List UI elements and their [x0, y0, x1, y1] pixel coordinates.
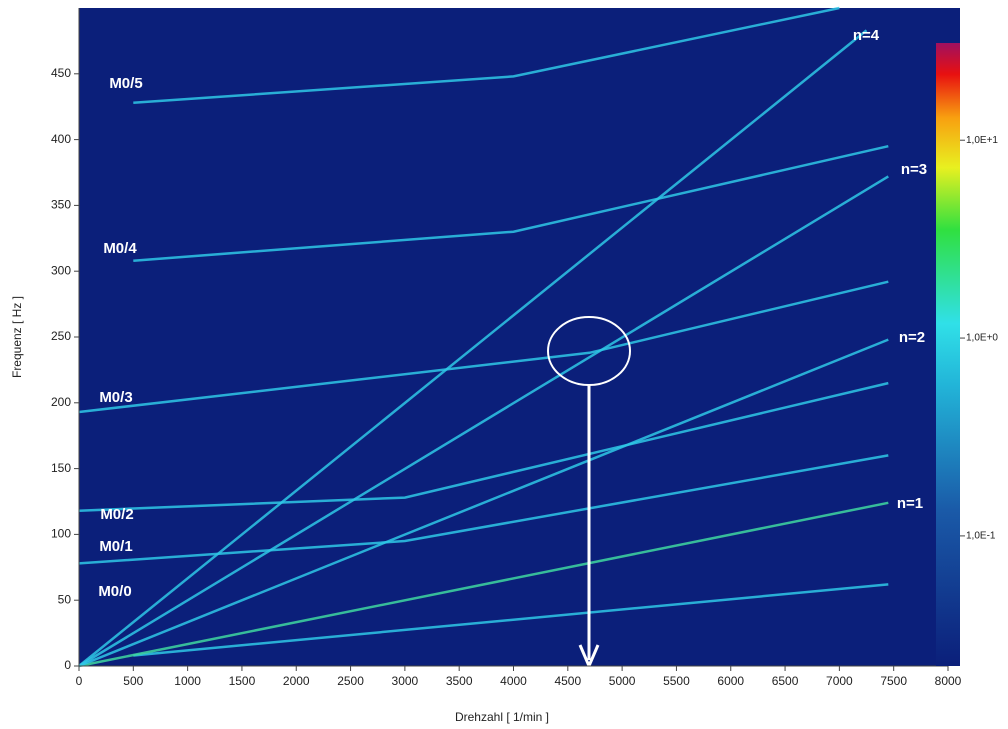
x-tick-label: 3000 — [392, 674, 419, 688]
x-tick-label: 6000 — [717, 674, 744, 688]
series-label: n=1 — [897, 495, 923, 512]
series-label: M0/1 — [99, 538, 132, 555]
x-axis-label: Drehzahl [ 1/min ] — [455, 710, 549, 724]
series-label: M0/5 — [109, 75, 142, 92]
series-label: n=3 — [901, 161, 927, 178]
y-tick-label: 200 — [51, 395, 71, 409]
spectral-line — [78, 280, 889, 414]
x-tick-label: 7500 — [880, 674, 907, 688]
x-tick-label: 2000 — [283, 674, 310, 688]
x-tick-label: 0 — [76, 674, 83, 688]
x-tick-label: 2500 — [337, 674, 364, 688]
y-tick-label: 300 — [51, 263, 71, 277]
series-label: M0/2 — [100, 506, 133, 523]
y-tick-label: 450 — [51, 66, 71, 80]
plot-background — [79, 8, 960, 666]
x-tick-label: 7000 — [826, 674, 853, 688]
series-label: M0/4 — [103, 240, 137, 257]
x-tick-label: 4500 — [554, 674, 581, 688]
x-tick-label: 500 — [123, 674, 143, 688]
y-tick-label: 150 — [51, 461, 71, 475]
spectral-line — [78, 29, 868, 667]
colorbar-tick-label: 1,0E-1 — [966, 531, 996, 542]
y-tick-label: 50 — [58, 592, 72, 606]
x-tick-label: 3500 — [446, 674, 473, 688]
spectral-line — [78, 175, 889, 668]
spectral-line — [78, 501, 889, 668]
colorbar-tick-label: 1,0E+0 — [966, 333, 998, 344]
y-tick-label: 400 — [51, 132, 71, 146]
x-tick-label: 5500 — [663, 674, 690, 688]
spectral-line — [78, 381, 889, 512]
x-tick-label: 1000 — [174, 674, 201, 688]
spectral-line — [78, 454, 889, 565]
y-tick-label: 0 — [64, 658, 71, 672]
y-tick-label: 250 — [51, 329, 71, 343]
colorbar-tick-label: 1,0E+1 — [966, 135, 998, 146]
x-tick-label: 6500 — [772, 674, 799, 688]
series-label: M0/3 — [99, 389, 132, 406]
spectral-line — [133, 6, 840, 105]
x-tick-label: 1500 — [229, 674, 256, 688]
spectral-line — [133, 144, 889, 262]
y-tick-label: 100 — [51, 527, 71, 541]
x-tick-label: 4000 — [500, 674, 527, 688]
series-label: n=2 — [899, 329, 925, 346]
colorbar — [936, 43, 960, 666]
y-axis-label: Frequenz [ Hz ] — [10, 296, 24, 378]
series-label: n=4 — [853, 27, 880, 44]
spectral-line — [133, 583, 889, 657]
y-tick-label: 350 — [51, 198, 71, 212]
spectral-line — [78, 338, 889, 668]
x-tick-label: 5000 — [609, 674, 636, 688]
x-tick-label: 8000 — [935, 674, 962, 688]
series-label: M0/0 — [98, 583, 131, 600]
